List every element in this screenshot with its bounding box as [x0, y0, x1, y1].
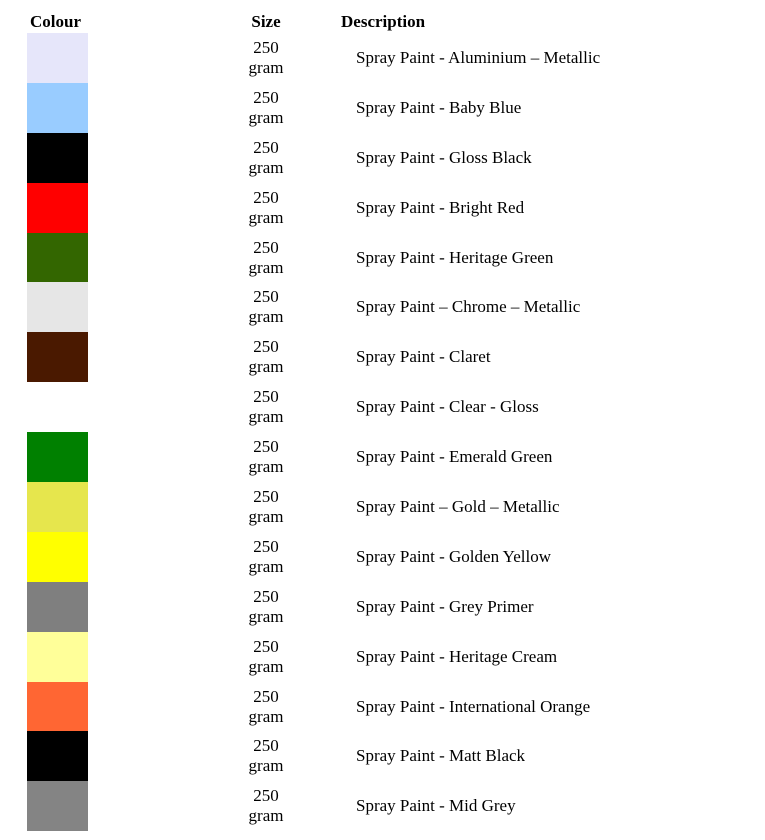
description-cell: Spray Paint - Grey Primer: [356, 596, 534, 616]
table-row: 250 gram Spray Paint - Golden Yellow: [27, 531, 765, 582]
colour-swatch: [27, 681, 88, 732]
column-header-description: Description: [341, 12, 426, 31]
size-cell: 250 gram: [248, 486, 284, 526]
size-cell: 250 gram: [248, 586, 284, 626]
size-cell: 250 gram: [248, 437, 284, 477]
colour-swatch: [27, 531, 88, 582]
table-row: 250 gram Spray Paint – Gold – Metallic: [27, 482, 765, 532]
table-body: 250 gram Spray Paint - Aluminium – Metal…: [0, 33, 765, 832]
size-cell: 250 gram: [248, 37, 284, 77]
colour-swatch: [27, 482, 88, 532]
description-cell: Spray Paint - Golden Yellow: [356, 546, 552, 566]
size-cell: 250 gram: [248, 387, 284, 427]
description-cell: Spray Paint – Chrome – Metallic: [356, 297, 581, 317]
colour-swatch: [27, 581, 88, 632]
size-cell: 250 gram: [248, 137, 284, 177]
table-row: 250 gram Spray Paint - Aluminium – Metal…: [27, 33, 765, 83]
size-cell: 250 gram: [248, 736, 284, 776]
description-cell: Spray Paint - Claret: [356, 347, 491, 367]
table-row: 250 gram Spray Paint - Grey Primer: [27, 581, 765, 632]
description-cell: Spray Paint - Baby Blue: [356, 97, 522, 117]
table-row: 250 gram Spray Paint - Gloss Black: [27, 132, 765, 183]
table-row: 250 gram Spray Paint - Heritage Cream: [27, 631, 765, 682]
table-row: 250 gram Spray Paint - Clear - Gloss: [27, 382, 765, 432]
description-cell: Spray Paint - Matt Black: [356, 746, 526, 766]
description-cell: Spray Paint - Gloss Black: [356, 147, 532, 167]
table-row: 250 gram Spray Paint - Heritage Green: [27, 232, 765, 283]
size-cell: 250 gram: [248, 536, 284, 576]
description-cell: Spray Paint - Mid Grey: [356, 796, 516, 816]
size-cell: 250 gram: [248, 87, 284, 127]
description-cell: Spray Paint - Clear - Gloss: [356, 397, 539, 417]
description-cell: Spray Paint – Gold – Metallic: [356, 496, 560, 516]
colour-swatch: [27, 382, 88, 432]
size-cell: 250 gram: [248, 187, 284, 227]
table-row: 250 gram Spray Paint - Claret: [27, 332, 765, 383]
description-cell: Spray Paint - International Orange: [356, 696, 591, 716]
description-cell: Spray Paint - Heritage Cream: [356, 646, 558, 666]
colour-swatch: [27, 132, 88, 183]
table-row: 250 gram Spray Paint – Chrome – Metallic: [27, 282, 765, 333]
column-header-size: Size: [251, 12, 281, 31]
table-row: 250 gram Spray Paint - Bright Red: [27, 182, 765, 233]
table-row: 250 gram Spray Paint - Baby Blue: [27, 82, 765, 133]
size-cell: 250 gram: [248, 337, 284, 377]
colour-swatch: [27, 232, 88, 283]
table-row: 250 gram Spray Paint - Mid Grey: [27, 781, 765, 832]
colour-swatch: [27, 781, 88, 832]
colour-swatch: [27, 731, 88, 782]
colour-swatch: [27, 33, 88, 83]
description-cell: Spray Paint - Aluminium – Metallic: [356, 47, 601, 67]
colour-swatch: [27, 282, 88, 333]
table-row: 250 gram Spray Paint - Matt Black: [27, 731, 765, 782]
colour-swatch: [27, 432, 88, 483]
size-cell: 250 gram: [248, 287, 284, 327]
size-cell: 250 gram: [248, 686, 284, 726]
description-cell: Spray Paint - Bright Red: [356, 197, 525, 217]
colour-swatch: [27, 631, 88, 682]
colour-swatch: [27, 332, 88, 383]
description-cell: Spray Paint - Heritage Green: [356, 247, 554, 267]
colour-swatch: [27, 182, 88, 233]
size-cell: 250 gram: [248, 786, 284, 826]
table-row: 250 gram Spray Paint - Emerald Green: [27, 432, 765, 483]
colour-swatch: [27, 82, 88, 133]
column-header-colour: Colour: [30, 12, 81, 31]
size-cell: 250 gram: [248, 237, 284, 277]
description-cell: Spray Paint - Emerald Green: [356, 447, 553, 467]
table-header-row: Colour Size Description: [27, 0, 765, 33]
table-row: 250 gram Spray Paint - International Ora…: [27, 681, 765, 732]
size-cell: 250 gram: [248, 636, 284, 676]
